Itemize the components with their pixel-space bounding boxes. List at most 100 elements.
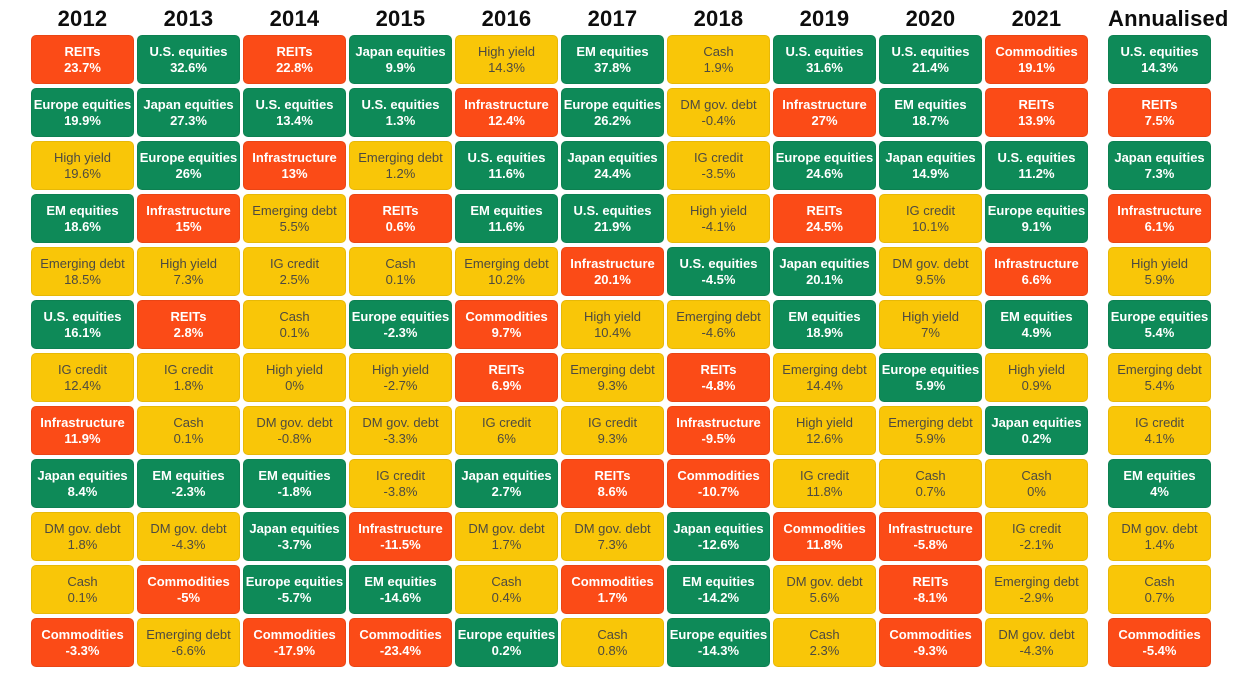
asset-return: -14.2% <box>697 589 740 605</box>
asset-cell: Cash 0.1% <box>349 247 452 296</box>
column-header: 2021 <box>1011 6 1062 31</box>
asset-cell: Europe equities 19.9% <box>31 88 134 137</box>
asset-name: High yield <box>583 308 642 324</box>
asset-cell: Japan equities -12.6% <box>667 512 770 561</box>
asset-return: 4% <box>1150 483 1169 499</box>
asset-name: High yield <box>1130 255 1189 271</box>
asset-name: DM gov. debt <box>574 520 651 536</box>
asset-name: IG credit <box>163 361 214 377</box>
asset-cell: Infrastructure 11.9% <box>31 406 134 455</box>
asset-name: U.S. equities <box>785 43 864 59</box>
asset-name: Infrastructure <box>464 96 549 112</box>
asset-cell: EM equities 37.8% <box>561 35 664 84</box>
asset-name: Japan equities <box>991 414 1082 430</box>
asset-cell: Infrastructure 6.1% <box>1108 194 1211 243</box>
asset-cell: Emerging debt 5.5% <box>243 194 346 243</box>
asset-return: 2.3% <box>809 642 840 658</box>
asset-cell: Europe equities 0.2% <box>455 618 558 667</box>
asset-return: -5.7% <box>277 589 312 605</box>
asset-return: 5.4% <box>1144 377 1175 393</box>
asset-name: DM gov. debt <box>362 414 439 430</box>
asset-name: Emerging debt <box>40 255 125 271</box>
asset-return: 12.4% <box>488 112 525 128</box>
asset-name: EM equities <box>258 467 331 483</box>
asset-name: DM gov. debt <box>892 255 969 271</box>
asset-name: Emerging debt <box>994 573 1079 589</box>
asset-return: 0.2% <box>1021 430 1052 446</box>
asset-name: Europe equities <box>669 626 768 642</box>
asset-name: Cash <box>703 43 734 59</box>
asset-name: U.S. equities <box>361 96 440 112</box>
asset-cell: REITs 2.8% <box>137 300 240 349</box>
asset-name: REITs <box>1141 96 1178 112</box>
asset-return: -1.8% <box>277 483 312 499</box>
asset-name: DM gov. debt <box>150 520 227 536</box>
asset-name: Infrastructure <box>782 96 867 112</box>
asset-name: Europe equities <box>775 149 874 165</box>
asset-return: 1.8% <box>67 536 98 552</box>
asset-name: DM gov. debt <box>1121 520 1198 536</box>
asset-return: 0.6% <box>385 218 416 234</box>
asset-return: 32.6% <box>170 59 207 75</box>
asset-return: -3.7% <box>277 536 312 552</box>
asset-cell: EM equities 4.9% <box>985 300 1088 349</box>
asset-cell: Japan equities 9.9% <box>349 35 452 84</box>
asset-cell: Infrastructure -5.8% <box>879 512 982 561</box>
column-header: 2016 <box>481 6 532 31</box>
asset-return: 8.4% <box>67 483 98 499</box>
asset-return: 19.1% <box>1018 59 1055 75</box>
asset-return: 11.8% <box>806 536 843 552</box>
asset-cell: Infrastructure 15% <box>137 194 240 243</box>
asset-name: Cash <box>1021 467 1052 483</box>
asset-cell: DM gov. debt 1.4% <box>1108 512 1211 561</box>
asset-return: 12.6% <box>806 430 843 446</box>
asset-return: 9.3% <box>597 377 628 393</box>
asset-return: 0.2% <box>491 642 522 658</box>
asset-cell: DM gov. debt -3.3% <box>349 406 452 455</box>
asset-cell: IG credit 6% <box>455 406 558 455</box>
asset-return: 0.1% <box>173 430 204 446</box>
asset-cell: EM equities 18.9% <box>773 300 876 349</box>
asset-return: 5.9% <box>1144 271 1175 287</box>
asset-return: 0.1% <box>385 271 416 287</box>
asset-return: -12.6% <box>697 536 740 552</box>
asset-cell: REITs 24.5% <box>773 194 876 243</box>
asset-return: -10.7% <box>697 483 740 499</box>
asset-cell: EM equities 4% <box>1108 459 1211 508</box>
asset-return: 6% <box>497 430 516 446</box>
asset-name: Cash <box>809 626 840 642</box>
asset-name: EM equities <box>470 202 543 218</box>
asset-cell: U.S. equities 1.3% <box>349 88 452 137</box>
asset-cell: Japan equities -3.7% <box>243 512 346 561</box>
asset-return: 10.1% <box>912 218 949 234</box>
asset-cell: IG credit 12.4% <box>31 353 134 402</box>
asset-cell: High yield 19.6% <box>31 141 134 190</box>
asset-name: High yield <box>901 308 960 324</box>
asset-name: Japan equities <box>37 467 128 483</box>
asset-cell: Cash 0% <box>985 459 1088 508</box>
asset-return: -4.6% <box>701 324 736 340</box>
asset-return: 0.9% <box>1021 377 1052 393</box>
asset-cell: Europe equities 5.9% <box>879 353 982 402</box>
asset-return: -2.7% <box>383 377 418 393</box>
asset-cell: EM equities 18.7% <box>879 88 982 137</box>
asset-return: 1.7% <box>597 589 628 605</box>
asset-name: Emerging debt <box>252 202 337 218</box>
asset-return: 8.6% <box>597 483 628 499</box>
asset-return: 5.5% <box>279 218 310 234</box>
asset-return: 27% <box>811 112 838 128</box>
asset-name: IG credit <box>269 255 320 271</box>
asset-name: U.S. equities <box>467 149 546 165</box>
asset-return: 0.1% <box>67 589 98 605</box>
asset-name: Commodities <box>889 626 972 642</box>
asset-name: IG credit <box>587 414 638 430</box>
asset-return: 9.3% <box>597 430 628 446</box>
asset-cell: High yield -4.1% <box>667 194 770 243</box>
asset-name: REITs <box>594 467 631 483</box>
column-2012: 2012 REITs 23.7% Europe equities 19.9% High y… <box>31 5 134 671</box>
asset-cell: Emerging debt -2.9% <box>985 565 1088 614</box>
asset-name: High yield <box>159 255 218 271</box>
asset-name: EM equities <box>894 96 967 112</box>
asset-cell: Japan equities 2.7% <box>455 459 558 508</box>
asset-name: Europe equities <box>457 626 556 642</box>
